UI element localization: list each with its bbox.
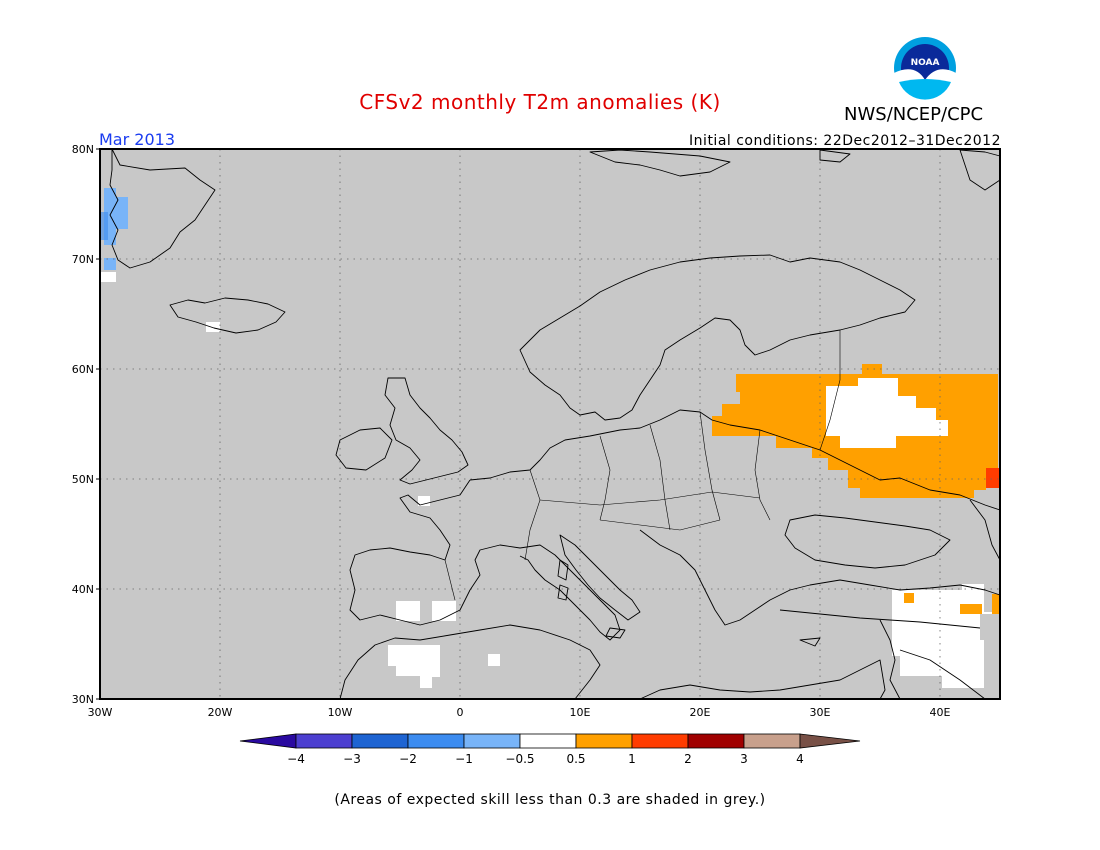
neutral-area	[826, 378, 948, 448]
colorbar: −4 −3 −2 −1 −0.5 0.5 1 2 3 4	[239, 733, 861, 766]
colorbar-segment	[295, 733, 353, 749]
gridlines	[100, 149, 1000, 699]
colorbar-label: 1	[628, 752, 636, 766]
colorbar-label: 4	[796, 752, 804, 766]
colorbar-label: 0.5	[566, 752, 585, 766]
strong-warm-anomaly-area	[986, 468, 1000, 488]
lon-tick-label: 10W	[328, 706, 353, 719]
lat-tick-label: 60N	[72, 363, 94, 376]
colorbar-segment	[239, 733, 297, 749]
lat-tick-label: 80N	[72, 143, 94, 156]
neutral-area	[418, 496, 430, 506]
map-plot	[99, 148, 1001, 700]
colorbar-label: 2	[684, 752, 692, 766]
neutral-area	[396, 601, 420, 621]
colorbar-label: −4	[287, 752, 305, 766]
warm-anomaly-area	[992, 594, 1000, 614]
colorbar-label: −3	[343, 752, 361, 766]
cold-anomaly-area	[104, 258, 116, 270]
colorbar-segment	[351, 733, 409, 749]
cold-anomaly-area	[104, 188, 128, 245]
lon-axis: 30W 20W 10W 0 10E 20E 30E 40E	[88, 706, 951, 719]
lat-axis: 80N 70N 60N 50N 40N 30N	[72, 143, 100, 706]
neutral-area	[100, 272, 116, 282]
lat-tick-label: 50N	[72, 473, 94, 486]
neutral-area	[388, 645, 440, 688]
colorbar-segment	[463, 733, 521, 749]
lon-tick-label: 20W	[208, 706, 233, 719]
colorbar-label: −1	[455, 752, 473, 766]
cold-anomaly-area	[100, 212, 108, 240]
colorbar-segment	[631, 733, 689, 749]
noaa-logo-text: NOAA	[911, 58, 940, 68]
warm-anomaly-area	[904, 593, 914, 603]
colorbar-label: −0.5	[505, 752, 534, 766]
colorbar-segment	[743, 733, 801, 749]
neutral-area	[206, 322, 220, 332]
noaa-logo: NOAA	[894, 37, 956, 107]
lat-tick-label: 70N	[72, 253, 94, 266]
anomaly-fields	[100, 188, 1000, 688]
lon-tick-label: 30E	[810, 706, 831, 719]
country-borders	[444, 330, 841, 601]
initial-conditions-label: Initial conditions: 22Dec2012–31Dec2012	[689, 133, 1001, 149]
colorbar-label: −2	[399, 752, 417, 766]
map-title: CFSv2 monthly T2m anomalies (K)	[359, 90, 721, 114]
lon-tick-label: 20E	[690, 706, 711, 719]
valid-period-label: Mar 2013	[99, 130, 175, 149]
lon-tick-label: 0	[457, 706, 464, 719]
neutral-area	[488, 654, 500, 666]
lon-tick-label: 30W	[88, 706, 113, 719]
agency-label: NWS/NCEP/CPC	[844, 104, 984, 125]
colorbar-segment	[519, 733, 577, 749]
skill-footnote: (Areas of expected skill less than 0.3 a…	[334, 792, 766, 808]
colorbar-segment	[687, 733, 745, 749]
lat-tick-label: 40N	[72, 583, 94, 596]
lon-tick-label: 10E	[570, 706, 591, 719]
neutral-area	[432, 601, 456, 621]
lon-tick-label: 40E	[930, 706, 951, 719]
colorbar-segment	[799, 733, 861, 749]
colorbar-segment	[407, 733, 465, 749]
lat-tick-label: 30N	[72, 693, 94, 706]
colorbar-label: 3	[740, 752, 748, 766]
warm-anomaly-area	[960, 604, 982, 614]
colorbar-segment	[575, 733, 633, 749]
